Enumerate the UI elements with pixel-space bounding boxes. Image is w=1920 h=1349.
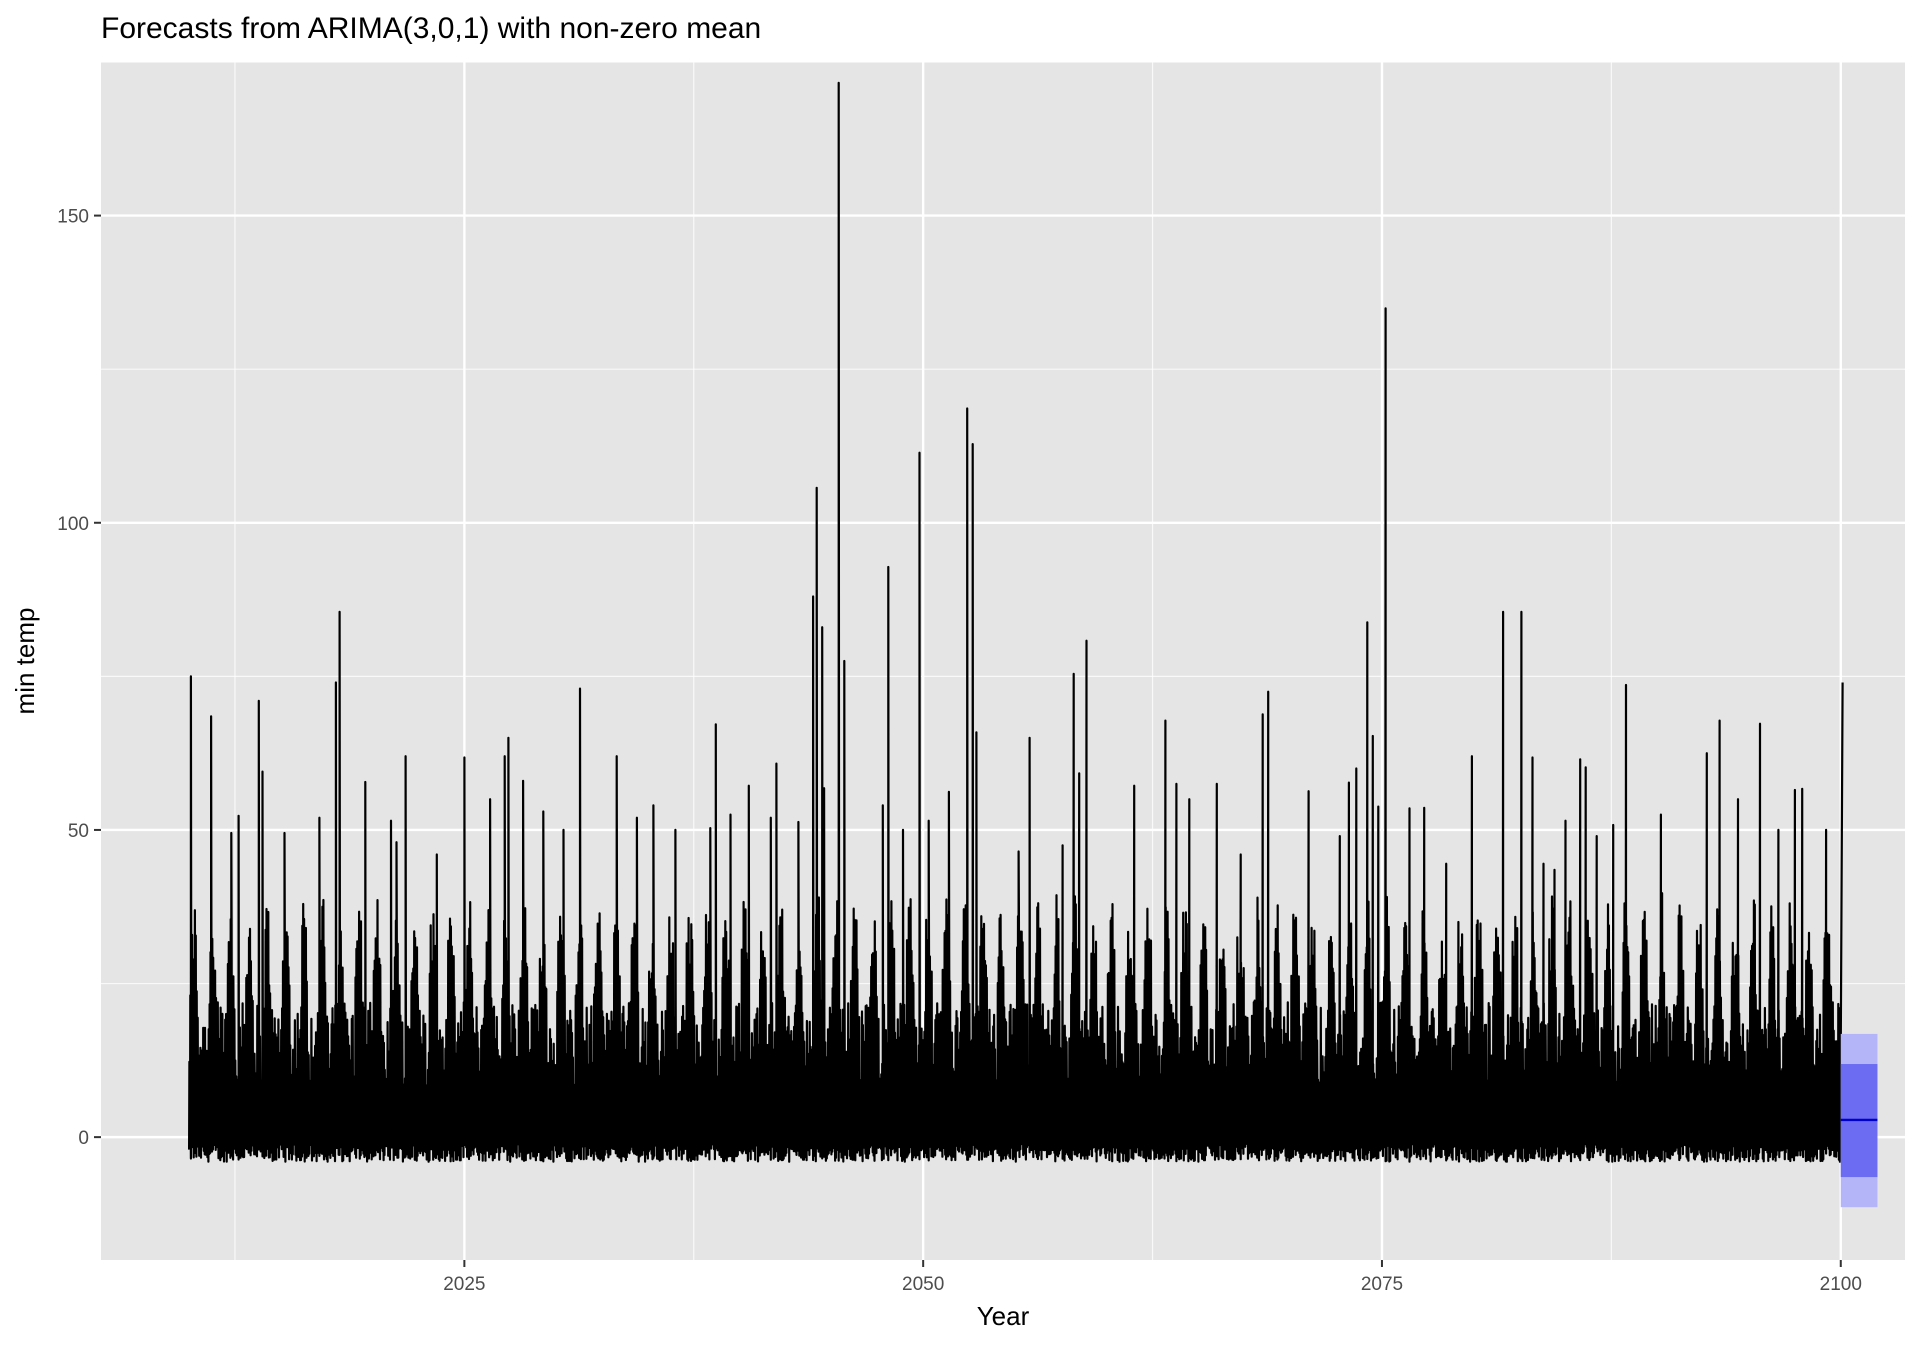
x-axis-label: Year [977, 1301, 1030, 1331]
x-tick-label: 2050 [902, 1274, 944, 1295]
y-tick-label: 50 [68, 821, 89, 842]
chart-title: Forecasts from ARIMA(3,0,1) with non-zer… [101, 12, 761, 45]
x-tick-label: 2075 [1361, 1274, 1403, 1295]
y-axis-label: min temp [10, 608, 40, 715]
y-tick-label: 100 [57, 514, 89, 535]
observed-series [188, 81, 1844, 1163]
x-axis: 2025 2050 2075 2100 [443, 1260, 1862, 1295]
x-tick-label: 2025 [443, 1274, 485, 1295]
y-axis: 0 50 100 150 [57, 207, 101, 1149]
observed-line [188, 81, 1844, 1163]
y-tick-label: 0 [78, 1128, 89, 1149]
forecast-series [1840, 1033, 1878, 1208]
x-tick-label: 2100 [1820, 1274, 1862, 1295]
minor-gridlines [101, 61, 1905, 1260]
y-tick-label: 150 [57, 207, 89, 228]
